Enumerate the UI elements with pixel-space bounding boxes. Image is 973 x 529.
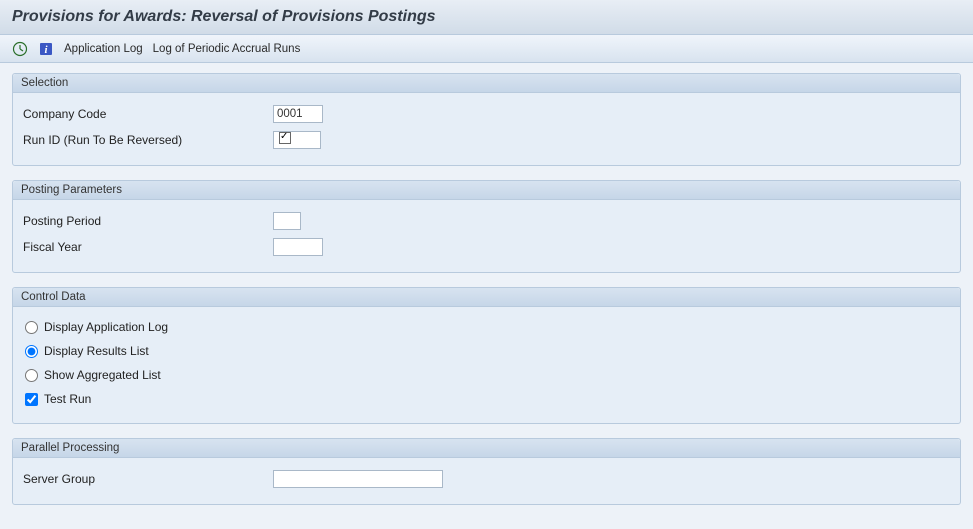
show-aggregated-label: Show Aggregated List [44, 368, 161, 382]
company-code-label: Company Code [23, 107, 273, 121]
run-id-label: Run ID (Run To Be Reversed) [23, 133, 273, 147]
content-area: Selection Company Code Run ID (Run To Be… [0, 63, 973, 529]
test-run-checkbox[interactable] [25, 393, 38, 406]
run-id-checkbox-icon [279, 132, 291, 144]
display-results-radio[interactable] [25, 345, 38, 358]
parallel-processing-group: Parallel Processing Server Group [12, 438, 961, 505]
posting-period-input[interactable] [273, 212, 301, 230]
control-data-group: Control Data Display Application Log Dis… [12, 287, 961, 424]
server-group-input[interactable] [273, 470, 443, 488]
posting-parameters-group: Posting Parameters Posting Period Fiscal… [12, 180, 961, 273]
display-results-label: Display Results List [44, 344, 149, 358]
show-aggregated-radio[interactable] [25, 369, 38, 382]
control-data-title: Control Data [13, 288, 960, 307]
server-group-label: Server Group [23, 472, 273, 486]
page-title: Provisions for Awards: Reversal of Provi… [12, 8, 961, 26]
posting-parameters-title: Posting Parameters [13, 181, 960, 200]
fiscal-year-input[interactable] [273, 238, 323, 256]
application-log-button[interactable]: Application Log [64, 43, 143, 55]
toolbar: i Application Log Log of Periodic Accrua… [0, 35, 973, 63]
company-code-input[interactable] [273, 105, 323, 123]
info-icon[interactable]: i [38, 41, 54, 57]
selection-group: Selection Company Code Run ID (Run To Be… [12, 73, 961, 166]
selection-group-title: Selection [13, 74, 960, 93]
run-id-input[interactable] [273, 131, 321, 149]
parallel-processing-title: Parallel Processing [13, 439, 960, 458]
periodic-accrual-log-button[interactable]: Log of Periodic Accrual Runs [153, 43, 301, 55]
display-app-log-label: Display Application Log [44, 320, 168, 334]
posting-period-label: Posting Period [23, 214, 273, 228]
display-app-log-radio[interactable] [25, 321, 38, 334]
test-run-label: Test Run [44, 392, 91, 406]
fiscal-year-label: Fiscal Year [23, 240, 273, 254]
execute-icon[interactable] [12, 41, 28, 57]
page-header: Provisions for Awards: Reversal of Provi… [0, 0, 973, 35]
